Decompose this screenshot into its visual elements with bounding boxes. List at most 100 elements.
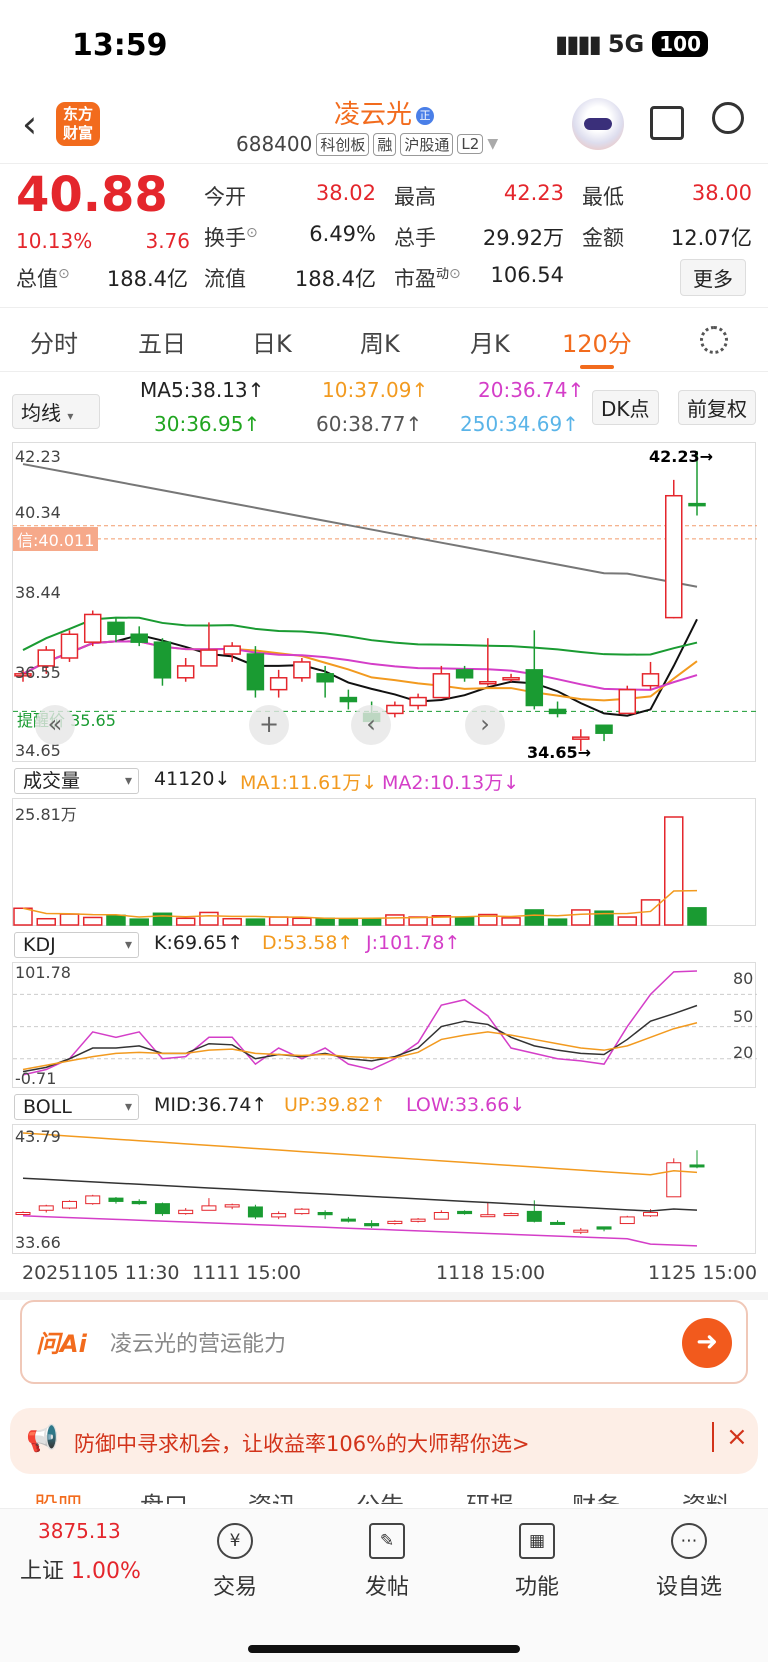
- tab-5day[interactable]: 五日: [138, 330, 186, 358]
- pe-label: 市盈动⊙: [394, 266, 461, 291]
- arrow-right-icon[interactable]: ➜: [682, 1318, 732, 1368]
- ma30-line: [22, 616, 698, 656]
- ask-ai-bar[interactable]: 问Ai 凌云光的营运能力 ➜: [20, 1300, 748, 1384]
- scroll-left-icon[interactable]: «: [35, 705, 75, 745]
- tab-guba[interactable]: 股吧: [34, 1486, 82, 1504]
- search-icon[interactable]: [712, 102, 744, 134]
- tab-monthly[interactable]: 月K: [470, 330, 510, 358]
- vol-ma1-line: [22, 889, 698, 920]
- tab-daily[interactable]: 日K: [252, 330, 292, 358]
- tab-news[interactable]: 资讯: [248, 1486, 296, 1504]
- volume-value: 41120↓: [154, 768, 231, 790]
- index-widget[interactable]: 3875.13 上证 1.00%: [20, 1519, 160, 1585]
- tab-intraday[interactable]: 分时: [30, 330, 78, 358]
- volume-bar: [664, 816, 684, 926]
- stock-name[interactable]: 凌云光正: [0, 94, 768, 131]
- verified-icon: 正: [416, 106, 434, 125]
- candle-body: [153, 641, 172, 679]
- volume-chart[interactable]: 25.81万: [12, 798, 756, 926]
- volume-bar: [431, 915, 452, 926]
- vol-ymax: 25.81万: [15, 805, 77, 824]
- candle-body: [386, 704, 404, 715]
- trade-button[interactable]: ¥ 交易: [180, 1523, 290, 1601]
- tab-weekly[interactable]: 周K: [360, 330, 400, 358]
- tag-hk-connect: 沪股通: [400, 132, 454, 156]
- kdj-selector[interactable]: KDJ: [14, 932, 139, 958]
- candle-body: [200, 649, 218, 667]
- add-watchlist-button[interactable]: ⋯ 设自选: [634, 1523, 744, 1601]
- kdj-50: 50: [733, 1007, 754, 1026]
- tab-profile[interactable]: 资料: [682, 1486, 730, 1504]
- tab-finance[interactable]: 财务: [572, 1486, 620, 1504]
- promo-text: 防御中寻求机会，让收益率106%的大师帮你选>: [74, 1432, 530, 1456]
- boll-mid: MID:36.74↑: [154, 1094, 268, 1116]
- stock-code-row: 688400 科创板 融 沪股通 L2 ▼: [236, 132, 498, 156]
- candle-body: [176, 665, 195, 679]
- candle-body: [339, 696, 358, 703]
- indicator-selector[interactable]: 均线 ▾: [12, 394, 100, 429]
- candle-body: [572, 736, 590, 740]
- tab-120min[interactable]: 120分: [562, 324, 632, 369]
- volume-bar: [687, 907, 707, 926]
- tab-notice[interactable]: 公告: [356, 1486, 404, 1504]
- ma-legend: 均线 ▾ MA5:38.13↑ 10:37.09↑ 20:36.74↑ 30:3…: [0, 374, 768, 440]
- kdj-d: D:53.58↑: [262, 932, 354, 954]
- tab-research[interactable]: 研报: [466, 1486, 514, 1504]
- volume-bar: [617, 916, 638, 926]
- kdj-ymax: 101.78: [15, 963, 71, 982]
- prev-icon[interactable]: ‹: [351, 705, 391, 745]
- volume-bar: [82, 916, 103, 926]
- candle-body: [665, 494, 683, 619]
- ask-ai-brand: 问Ai: [36, 1330, 87, 1358]
- boll-chart[interactable]: 43.79 33.66: [12, 1124, 756, 1254]
- volume-bar: [571, 909, 591, 926]
- info-icon[interactable]: ⊙: [246, 225, 258, 241]
- candle-body: [293, 661, 311, 679]
- kline-chart[interactable]: 42.23 40.34 信:40.011 38.44 36.55 提醒价 35.…: [12, 442, 757, 762]
- index-name: 上证: [20, 1559, 65, 1584]
- settings-gear-icon[interactable]: [700, 326, 728, 354]
- post-button[interactable]: ✎ 发帖: [332, 1523, 442, 1601]
- boll-candle-body: [666, 1162, 682, 1198]
- info-icon[interactable]: ⊙: [449, 266, 461, 282]
- kdj-chart[interactable]: 101.78 -0.71 80 50 20: [12, 962, 757, 1088]
- adjust-button[interactable]: 前复权: [678, 390, 756, 425]
- period-tabs: 分时 五日 日K 周K 月K 120分: [0, 310, 768, 372]
- boll-candle-body: [689, 1164, 705, 1168]
- stock-code: 688400: [236, 132, 313, 156]
- tab-pankou[interactable]: 盘口: [140, 1486, 188, 1504]
- close-icon[interactable]: ×: [712, 1422, 748, 1452]
- robot-avatar-icon[interactable]: [572, 98, 624, 150]
- boll-ymax: 43.79: [15, 1127, 61, 1146]
- share-icon[interactable]: [650, 106, 684, 140]
- boll-selector[interactable]: BOLL: [14, 1094, 139, 1120]
- index-value: 3875.13: [38, 1519, 121, 1543]
- date-label-3: 1125 15:00: [648, 1262, 758, 1284]
- volume-bar: [315, 917, 335, 926]
- section-tabs: 股吧 盘口 资讯 公告 研报 财务 资料: [0, 1476, 768, 1504]
- amount-label: 金额: [582, 226, 624, 250]
- dropdown-icon[interactable]: ▼: [487, 136, 499, 152]
- boll-low-line: [22, 1215, 698, 1247]
- volume-bar: [175, 917, 196, 926]
- function-button[interactable]: ▦ 功能: [482, 1523, 592, 1601]
- info-icon[interactable]: ⊙: [58, 266, 70, 282]
- promo-banner[interactable]: 📢 防御中寻求机会，让收益率106%的大师帮你选> ×: [10, 1408, 758, 1474]
- volume-label: 总手: [394, 226, 436, 250]
- zoom-in-icon[interactable]: +: [249, 705, 289, 745]
- candle-body: [525, 669, 544, 707]
- kdj-svg: [13, 970, 757, 1076]
- volume-bar: [36, 917, 56, 926]
- more-button[interactable]: 更多: [680, 259, 746, 296]
- change-amt: 3.76: [145, 229, 190, 253]
- back-icon[interactable]: ‹: [22, 102, 38, 146]
- boll-candle-body: [573, 1229, 589, 1233]
- volume-bar: [222, 917, 242, 926]
- volume-bar: [268, 916, 289, 926]
- dk-point-button[interactable]: DK点: [592, 390, 659, 425]
- volume-selector[interactable]: 成交量: [14, 768, 139, 794]
- next-icon[interactable]: ›: [465, 705, 505, 745]
- high-label: 最高: [394, 185, 436, 209]
- low-label: 最低: [582, 185, 624, 209]
- status-bar: 13:59 ▮▮▮▮ 5G 100: [0, 0, 768, 92]
